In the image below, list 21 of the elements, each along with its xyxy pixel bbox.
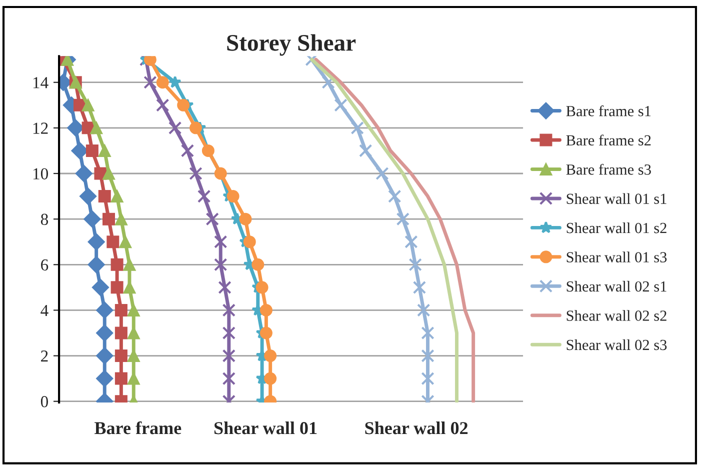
legend-label: Shear wall 01 s1 xyxy=(566,193,666,204)
text: Shear wall 01 xyxy=(214,422,317,434)
y-tick-label: 12 xyxy=(33,122,48,134)
chart-title: Storey Shear xyxy=(227,34,356,56)
text: Bare frame xyxy=(94,421,182,434)
legend-label: Shear wall 01 s2 xyxy=(566,222,666,234)
y-tick-label: 14 xyxy=(33,77,48,88)
y-tick-label: 6 xyxy=(41,259,48,271)
legend-label: Bare frame s1 xyxy=(566,105,651,116)
legend-label: Shear wall 01 s3 xyxy=(566,252,667,262)
text: Shear wall 02 xyxy=(365,422,468,434)
y-tick-label: 10 xyxy=(33,168,48,180)
legend-label: Bare frame s2 xyxy=(566,134,651,146)
y-tick-label: 2 xyxy=(41,350,48,362)
legend-label: Shear wall 02 s2 xyxy=(566,310,666,321)
y-tick-label: 8 xyxy=(40,214,48,226)
y-tick-label: 4 xyxy=(40,305,48,316)
legend-label: Shear wall 02 s1 xyxy=(566,280,666,292)
legend-label: Shear wall 02 s3 xyxy=(566,339,667,350)
legend-label: Bare frame s3 xyxy=(566,164,651,175)
y-tick-label: 0 xyxy=(40,396,48,408)
